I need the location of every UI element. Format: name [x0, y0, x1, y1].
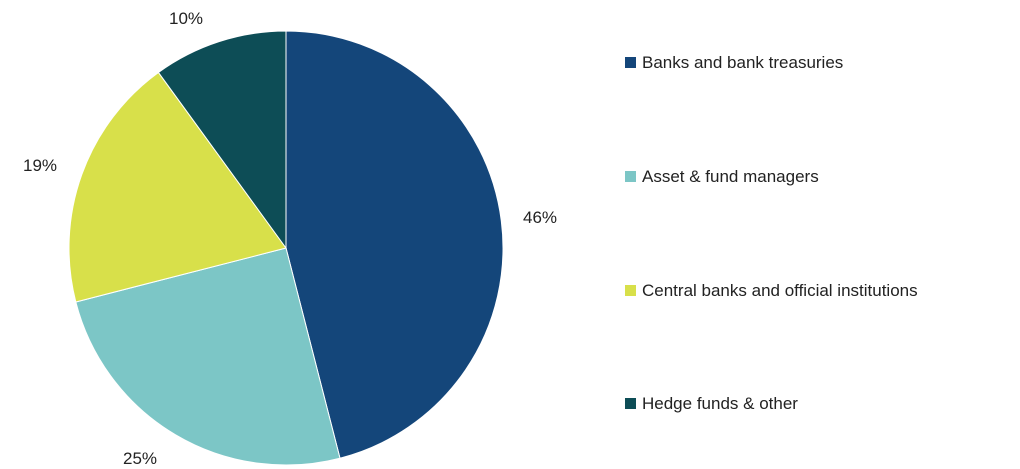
- legend-swatch-1: [625, 57, 636, 68]
- legend-label-4: Hedge funds & other: [642, 394, 798, 413]
- pie-slice-3: [68, 71, 287, 303]
- legend-item-1: Banks and bank treasuries: [625, 53, 843, 72]
- data-label-3: 19%: [23, 156, 57, 175]
- legend-item-4: Hedge funds & other: [625, 394, 798, 413]
- legend-swatch-3: [625, 285, 636, 296]
- data-label-2: 25%: [123, 449, 157, 468]
- pie-slice-4: [157, 30, 287, 250]
- legend-item-2: Asset & fund managers: [625, 167, 819, 186]
- legend-label-2: Asset & fund managers: [642, 167, 819, 186]
- pie-slice-1: [285, 30, 504, 459]
- data-label-1: 46%: [523, 208, 557, 227]
- pie-data-labels: 46% 25% 19% 10%: [23, 9, 557, 468]
- legend-item-3: Central banks and official institutions: [625, 281, 918, 300]
- pie-slices: [68, 30, 504, 466]
- pie-slice-2: [75, 247, 341, 466]
- legend-label-1: Banks and bank treasuries: [642, 53, 843, 72]
- legend-label-3: Central banks and official institutions: [642, 281, 918, 300]
- data-label-4: 10%: [169, 9, 203, 28]
- legend-swatch-2: [625, 171, 636, 182]
- legend: Banks and bank treasuries Asset & fund ma…: [625, 53, 918, 413]
- legend-swatch-4: [625, 398, 636, 409]
